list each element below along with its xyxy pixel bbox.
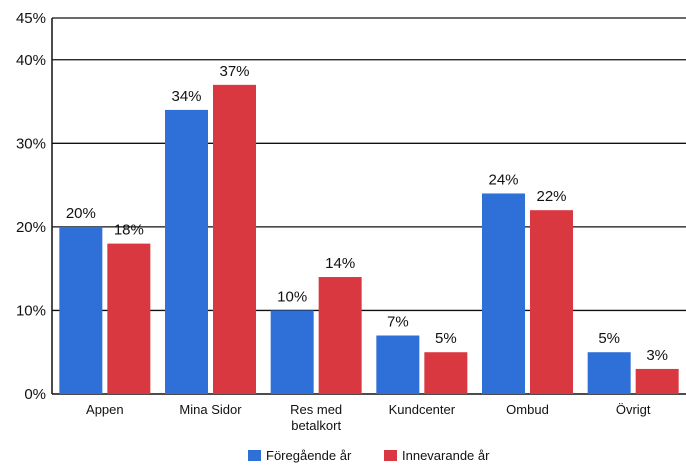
- x-tick-label-line: betalkort: [291, 418, 341, 433]
- bar: [107, 243, 151, 394]
- gridlines: [51, 17, 686, 395]
- data-label: 20%: [66, 205, 96, 222]
- data-label: 37%: [219, 63, 249, 80]
- x-tick-label-line: Kundcenter: [389, 402, 456, 417]
- bar: [318, 277, 362, 394]
- bar: [59, 226, 103, 394]
- data-label: 34%: [171, 88, 201, 105]
- bar: [424, 352, 468, 394]
- y-tick-label: 20%: [16, 219, 46, 236]
- bar: [270, 310, 314, 394]
- x-tick-label-line: Appen: [86, 402, 124, 417]
- data-labels: 20% 18% 34% 37% 10% 14% 7% 5% 24% 22% 5% 3%: [66, 63, 668, 364]
- bar: [482, 193, 525, 394]
- legend-swatch: [384, 450, 397, 461]
- y-axis-ticks: 0% 10% 20% 30% 40% 45%: [16, 10, 46, 403]
- bars: [59, 84, 679, 395]
- x-tick-label: Kundcenter: [389, 402, 456, 417]
- y-tick-label: 30%: [16, 135, 46, 152]
- x-tick-label: Res med betalkort: [290, 402, 342, 433]
- data-label: 5%: [598, 330, 620, 347]
- x-tick-label: Ombud: [506, 402, 549, 417]
- data-label: 22%: [536, 188, 566, 205]
- x-tick-label: Övrigt: [616, 402, 651, 417]
- x-tick-label: Mina Sidor: [179, 402, 242, 417]
- data-label: 24%: [488, 171, 518, 188]
- y-tick-label: 45%: [16, 10, 46, 27]
- y-tick-label: 40%: [16, 52, 46, 69]
- legend-label: Föregående år: [266, 448, 352, 463]
- bar: [635, 368, 679, 394]
- data-label: 5%: [435, 330, 457, 347]
- legend-label: Innevarande år: [402, 448, 490, 463]
- x-tick-label: Appen: [86, 402, 124, 417]
- y-tick-label: 10%: [16, 302, 46, 319]
- x-tick-label-line: Mina Sidor: [179, 402, 242, 417]
- legend-swatch: [248, 450, 261, 461]
- data-label: 10%: [277, 288, 307, 305]
- x-tick-label-line: Res med: [290, 402, 342, 417]
- bar: [376, 335, 420, 394]
- bar: [165, 109, 208, 395]
- bar: [213, 84, 256, 394]
- data-label: 18%: [114, 222, 144, 239]
- data-label: 3%: [646, 347, 668, 364]
- data-label: 7%: [387, 314, 409, 331]
- x-tick-label-line: Ombud: [506, 402, 549, 417]
- bar: [530, 210, 573, 394]
- legend: Föregående år Innevarande år: [248, 448, 490, 463]
- y-tick-label: 0%: [24, 386, 46, 403]
- bar: [587, 352, 631, 394]
- x-tick-label-line: Övrigt: [616, 402, 651, 417]
- data-label: 14%: [325, 255, 355, 272]
- x-axis-ticks: Appen Mina Sidor Res med betalkort Kundcente…: [86, 402, 651, 433]
